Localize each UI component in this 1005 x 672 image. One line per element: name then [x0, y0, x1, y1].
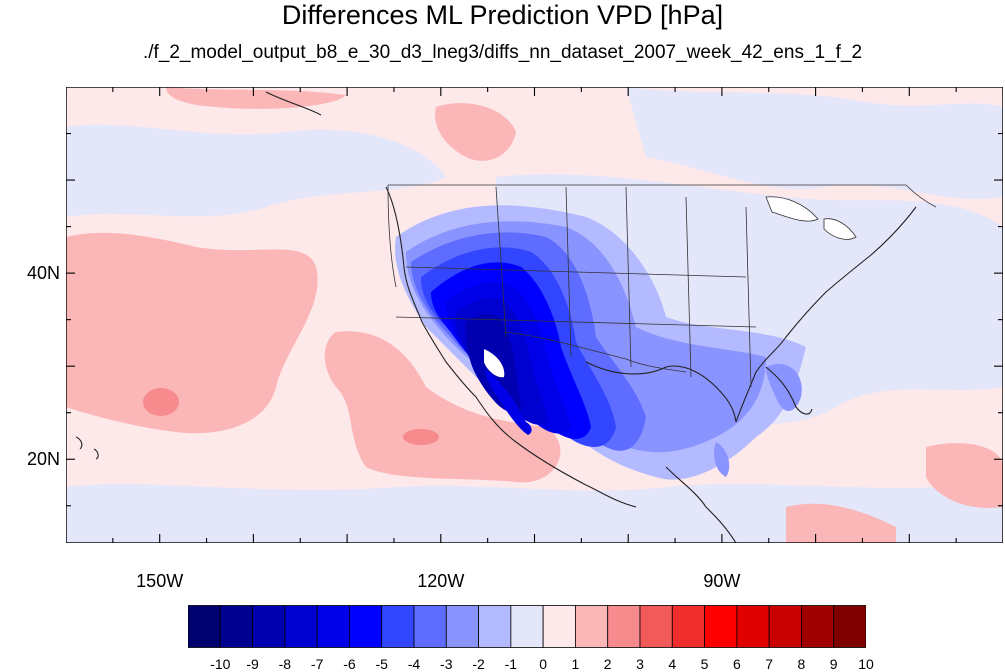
central-america-anomaly [714, 442, 730, 477]
colorbar-swatch [671, 605, 705, 648]
contour-level-plus-1 [66, 87, 1003, 543]
longitude-label: 90W [703, 571, 741, 591]
colorbar-swatch [510, 605, 544, 648]
colorbar-tick-label: -3 [440, 656, 453, 672]
colorbar-swatch [478, 605, 512, 648]
colorbar-tick-label: 8 [797, 656, 806, 672]
colorbar-tick-label: 10 [858, 656, 874, 672]
colorbar-tick-label: -8 [278, 656, 292, 672]
colorbar-swatch [542, 605, 576, 648]
political-borders [387, 184, 937, 388]
colorbar-tick-label: -6 [343, 656, 356, 672]
colorbar-tick-label: -1 [504, 656, 518, 672]
colorbar [188, 605, 866, 648]
colorbar-swatch [252, 605, 286, 648]
colorbar-tick-label: -5 [375, 656, 388, 672]
figure-title: Differences ML Prediction VPD [hPa] [281, 0, 724, 30]
colorbar-tick-label: 5 [700, 656, 709, 672]
colorbar-swatch [575, 605, 609, 648]
colorbar-swatch [607, 605, 641, 648]
baja-peninsula-highlight [484, 349, 505, 378]
colorbar-tick-label: 0 [539, 656, 548, 672]
vpd-difference-map [66, 87, 1003, 543]
colorbar-swatch [736, 605, 770, 648]
colorbar-swatch [381, 605, 415, 648]
negative-anomaly-core [395, 205, 806, 480]
colorbar-swatch [316, 605, 350, 648]
colorbar-swatch [284, 605, 318, 648]
colorbar-swatch [445, 605, 479, 648]
colorbar-tick-label: 1 [571, 656, 580, 672]
colorbar-swatch [188, 605, 221, 648]
colorbar-swatch [219, 605, 253, 648]
baja-peninsula-anomaly [485, 369, 532, 435]
contour-level-plus-2 [143, 388, 439, 445]
map-panel [66, 87, 1003, 543]
colorbar-tick-label: -9 [246, 656, 259, 672]
colorbar-swatch [768, 605, 802, 648]
colorbar-tick-label: 7 [765, 656, 774, 672]
axis-ticks [66, 87, 1003, 543]
contour-level-minus-1 [66, 87, 1003, 543]
coastlines [75, 91, 917, 543]
colorbar-tick-label: 2 [603, 656, 612, 672]
longitude-label: 150W [136, 571, 184, 591]
colorbar-tick-label: -4 [407, 656, 421, 672]
great-lakes [765, 196, 857, 240]
latitude-label: 20N [26, 449, 60, 470]
colorbar-tick-label: -10 [210, 656, 231, 672]
colorbar-tick-label: 4 [668, 656, 677, 672]
colorbar-swatch [833, 605, 866, 648]
colorbar-tick-label: -7 [310, 656, 324, 672]
colorbar-swatch [704, 605, 738, 648]
longitude-label: 120W [417, 571, 465, 591]
colorbar-swatch [413, 605, 447, 648]
colorbar-swatch [349, 605, 383, 648]
latitude-label: 40N [26, 263, 60, 284]
colorbar-tick-label: 3 [636, 656, 644, 672]
colorbar-tick-label: 9 [829, 656, 838, 672]
colorbar-swatch [639, 605, 673, 648]
colorbar-tick-label: 6 [732, 656, 741, 672]
figure-subtitle: ./f_2_model_output_b8_e_30_d3_lneg3/diff… [142, 42, 863, 63]
colorbar-swatch [801, 605, 835, 648]
colorbar-tick-label: -2 [472, 656, 485, 672]
